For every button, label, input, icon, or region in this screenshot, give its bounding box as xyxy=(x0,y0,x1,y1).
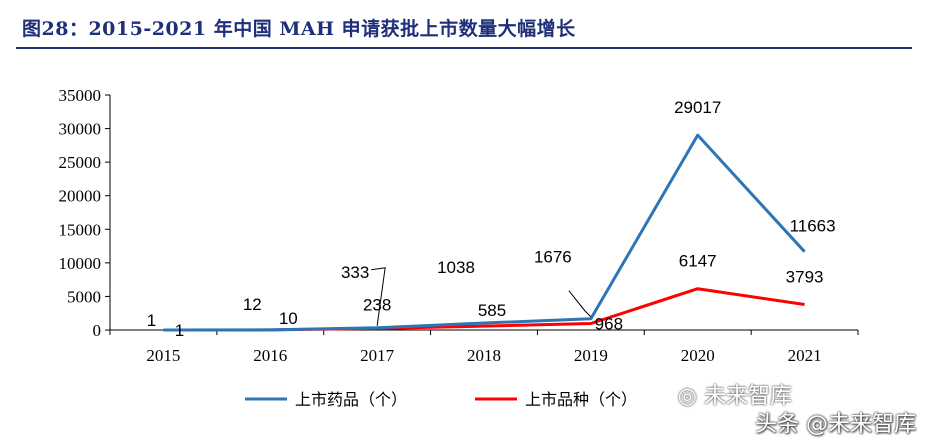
data-label: 1 xyxy=(175,321,184,340)
data-label: 29017 xyxy=(674,98,721,117)
data-label: 3793 xyxy=(786,268,824,287)
legend-label-1: 上市药品（个） xyxy=(295,390,407,409)
x-tick-label: 2016 xyxy=(253,346,287,365)
x-tick-label: 2017 xyxy=(360,346,395,365)
data-label: 1038 xyxy=(437,258,475,277)
y-tick-label: 30000 xyxy=(59,120,102,139)
legend-label-2: 上市品种（个） xyxy=(525,390,637,409)
data-label: 12 xyxy=(243,295,262,314)
y-tick-label: 15000 xyxy=(59,220,102,239)
y-tick-label: 5000 xyxy=(67,287,101,306)
series-line-1 xyxy=(163,133,806,332)
data-label-leader xyxy=(568,290,592,318)
y-tick-label: 25000 xyxy=(59,153,102,172)
data-label: 333 xyxy=(341,263,369,282)
watermark-logo-text: ◎ 未来智库 xyxy=(678,378,792,410)
data-label: 968 xyxy=(595,315,623,334)
x-tick-label: 2020 xyxy=(681,346,715,365)
x-tick-label: 2018 xyxy=(467,346,501,365)
x-tick-label: 2021 xyxy=(788,346,822,365)
x-tick-label: 2015 xyxy=(146,346,180,365)
wechat-icon: ◎ xyxy=(677,384,697,409)
watermark-text: 头条 @未来智库 xyxy=(755,412,916,437)
figure-title: 图28：2015-2021 年中国 MAH 申请获批上市数量大幅增长 xyxy=(22,18,576,40)
data-label: 238 xyxy=(363,295,391,314)
data-label: 11663 xyxy=(790,217,836,236)
y-tick-label: 20000 xyxy=(59,187,102,206)
data-label-leader xyxy=(371,267,386,326)
y-tick-label: 10000 xyxy=(59,254,102,273)
data-label: 6147 xyxy=(679,252,717,271)
x-tick-label: 2019 xyxy=(574,346,608,365)
y-tick-label: 35000 xyxy=(59,86,102,105)
watermark-top-text: 未来智库 xyxy=(703,384,792,409)
data-label: 1676 xyxy=(534,248,572,267)
data-label: 1 xyxy=(147,311,156,330)
data-label: 585 xyxy=(478,301,506,320)
y-tick-label: 0 xyxy=(93,321,102,340)
data-label: 10 xyxy=(279,309,298,328)
title-divider xyxy=(16,47,912,49)
